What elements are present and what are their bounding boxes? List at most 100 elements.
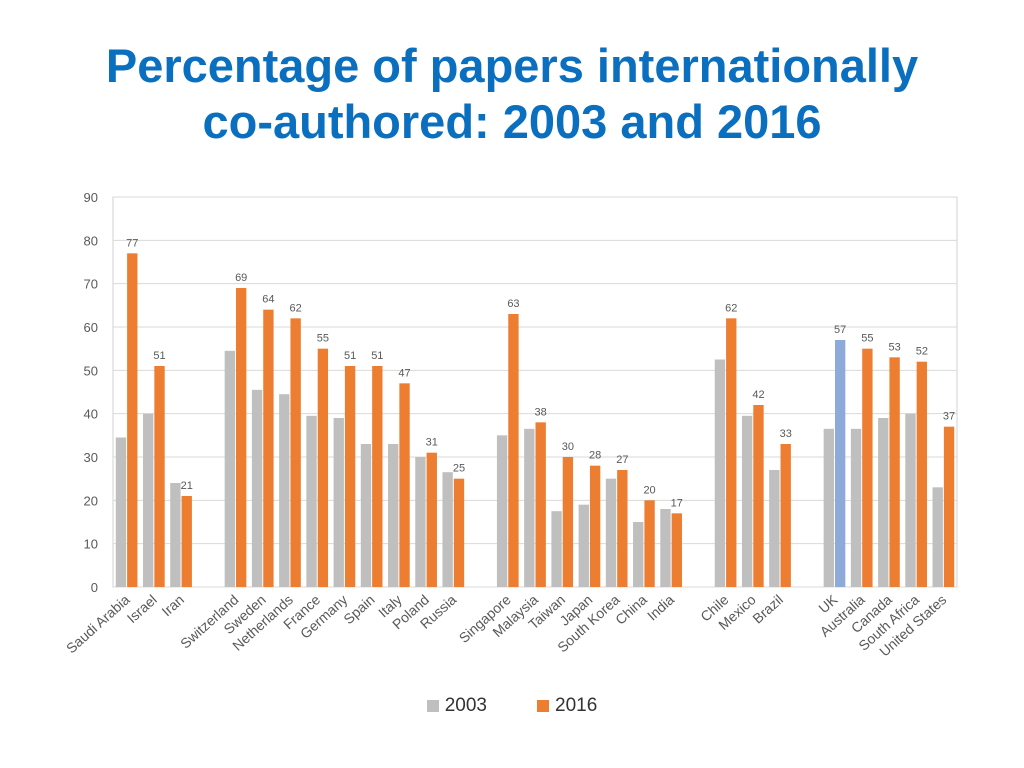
x-tick-label-india: India xyxy=(644,591,677,623)
bar-2016-uk xyxy=(834,340,846,587)
bar-2003-israel xyxy=(142,413,154,587)
bar-2016-singapore xyxy=(508,314,519,587)
chart-title: Percentage of papers internationally co-… xyxy=(0,38,1024,150)
bar-2003-italy xyxy=(388,444,399,587)
bar-2003-netherlands xyxy=(279,394,290,587)
x-tick-label-saudi-arabia: Saudi Arabia xyxy=(63,591,133,656)
chart-title-line-1: Percentage of papers internationally xyxy=(105,39,919,92)
bar-2003-taiwan xyxy=(551,511,562,587)
bar-2016-united-states xyxy=(943,426,955,587)
bar-2003-chile xyxy=(714,359,726,587)
bar-2016-switzerland xyxy=(236,288,247,587)
data-label-2016-south-korea: 27 xyxy=(616,454,628,466)
data-label-2016-netherlands: 62 xyxy=(290,302,302,314)
bar-2016-iran xyxy=(181,496,192,587)
y-tick-label: 0 xyxy=(91,580,98,595)
bar-2003-germany xyxy=(333,418,344,587)
bar-2003-spain xyxy=(360,444,372,587)
data-label-2016-canada: 53 xyxy=(888,341,900,353)
data-label-2016-china: 20 xyxy=(643,484,655,496)
x-tick-label-iran: Iran xyxy=(158,591,187,619)
chart-title-line-2: co-authored: 2003 and 2016 xyxy=(202,95,822,148)
bar-2003-iran xyxy=(170,483,181,587)
bar-2003-malaysia xyxy=(524,428,535,587)
x-tick-label-israel: Israel xyxy=(124,591,160,626)
y-tick-label: 50 xyxy=(84,363,98,378)
y-tick-label: 40 xyxy=(84,407,98,422)
bar-2003-brazil xyxy=(769,470,780,587)
data-label-2016-france: 55 xyxy=(317,333,329,345)
bar-2003-australia xyxy=(850,428,862,587)
data-label-2016-south-africa: 52 xyxy=(916,346,928,358)
data-label-2016-russia: 25 xyxy=(453,463,465,475)
legend-item-2016: 2016 xyxy=(537,695,597,717)
bar-2003-united-states xyxy=(932,487,943,587)
bar-2016-spain xyxy=(372,366,383,587)
bar-2016-poland xyxy=(426,452,437,587)
legend-label-2003: 2003 xyxy=(444,695,487,716)
bar-2016-china xyxy=(644,500,655,587)
data-label-2016-iran: 21 xyxy=(181,480,193,492)
bar-2016-sweden xyxy=(263,309,274,587)
bar-2016-australia xyxy=(862,348,873,587)
x-tick-label-spain: Spain xyxy=(340,591,377,627)
data-label-2016-israel: 51 xyxy=(153,350,165,362)
bar-2016-brazil xyxy=(780,444,791,587)
y-tick-label: 80 xyxy=(84,233,98,248)
bar-2016-south-korea xyxy=(617,470,628,587)
x-tick-label-china: China xyxy=(612,591,650,628)
data-label-2016-switzerland: 69 xyxy=(235,272,247,284)
y-tick-label: 30 xyxy=(84,450,98,465)
bar-2016-india xyxy=(671,513,682,587)
bar-2003-japan xyxy=(578,504,589,587)
data-label-2016-uk: 57 xyxy=(834,324,846,336)
data-label-2016-saudi-arabia: 77 xyxy=(126,237,138,249)
bar-2016-italy xyxy=(399,383,410,587)
bar-2003-russia xyxy=(442,472,453,587)
bar-2016-japan xyxy=(589,465,601,587)
bar-2016-south-africa xyxy=(916,361,928,587)
bar-2003-china xyxy=(633,522,644,587)
bar-2016-chile xyxy=(726,318,737,587)
legend-swatch-2016 xyxy=(537,700,549,712)
bar-2003-uk xyxy=(823,428,834,587)
legend-label-2016: 2016 xyxy=(555,695,598,716)
data-label-2016-australia: 55 xyxy=(861,333,873,345)
bar-2016-netherlands xyxy=(290,318,301,587)
bar-2003-poland xyxy=(415,457,426,587)
data-label-2016-germany: 51 xyxy=(344,350,356,362)
x-tick-label-brazil: Brazil xyxy=(749,591,786,626)
data-label-2016-brazil: 33 xyxy=(780,428,792,440)
data-label-2016-sweden: 64 xyxy=(262,294,274,306)
bar-2016-saudi-arabia xyxy=(127,253,138,588)
y-tick-label: 10 xyxy=(84,537,98,552)
bar-2003-saudi-arabia xyxy=(115,437,127,587)
bar-2003-singapore xyxy=(496,435,508,587)
bar-2016-germany xyxy=(344,366,356,587)
bar-2016-malaysia xyxy=(535,422,546,587)
legend-swatch-2003 xyxy=(426,700,439,712)
bar-2016-mexico xyxy=(753,405,764,587)
bar-2016-canada xyxy=(889,357,900,587)
data-label-2016-italy: 47 xyxy=(398,367,410,379)
bar-2003-france xyxy=(306,415,317,587)
y-tick-label: 60 xyxy=(84,320,98,335)
bar-2016-russia xyxy=(453,478,465,587)
legend: 2003 2016 xyxy=(0,695,1024,717)
y-tick-label: 90 xyxy=(84,190,98,205)
bar-2003-south-africa xyxy=(905,413,916,587)
data-label-2016-india: 17 xyxy=(671,497,683,509)
legend-item-2003: 2003 xyxy=(426,695,487,717)
y-tick-label: 70 xyxy=(84,277,98,292)
bar-2003-south-korea xyxy=(605,478,617,587)
data-label-2016-singapore: 63 xyxy=(507,298,519,310)
y-tick-label: 20 xyxy=(84,493,98,508)
bar-2016-france xyxy=(317,348,329,587)
bar-2016-taiwan xyxy=(562,457,574,587)
bar-2003-sweden xyxy=(251,389,263,587)
bar-2016-israel xyxy=(154,366,165,587)
data-label-2016-spain: 51 xyxy=(371,350,383,362)
bar-2003-india xyxy=(660,509,671,587)
bar-2003-canada xyxy=(878,418,889,587)
